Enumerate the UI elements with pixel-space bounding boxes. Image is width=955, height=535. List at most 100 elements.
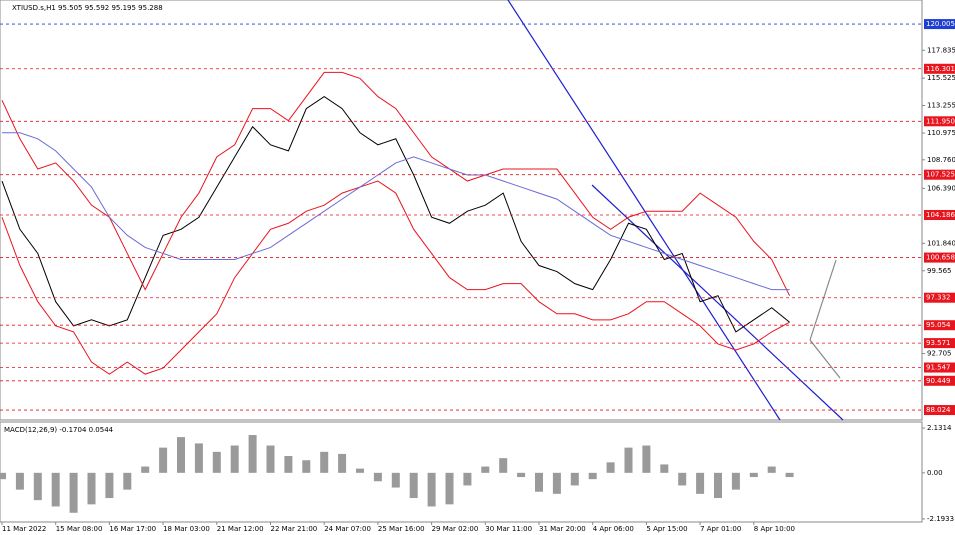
- level-box: [924, 209, 955, 220]
- level-box: [924, 252, 955, 263]
- level-label: 116.301: [926, 65, 955, 73]
- level-box: [924, 405, 955, 416]
- level-box: [924, 362, 955, 373]
- level-label: 120.005: [926, 20, 955, 28]
- macd-bar: [552, 472, 561, 494]
- y-tick-label: 113.255: [927, 102, 955, 110]
- macd-bar: [230, 445, 239, 473]
- channel-line: [591, 184, 844, 421]
- macd-bar: [212, 451, 221, 473]
- level-label: 88.024: [926, 406, 951, 414]
- level-label: 100.658: [926, 254, 955, 262]
- price-line: [1, 95, 790, 333]
- macd-bar: [714, 472, 722, 499]
- macd-frame: [0, 421, 923, 523]
- price-line: [1, 180, 790, 375]
- macd-bar: [696, 472, 705, 494]
- level-box: [924, 292, 955, 303]
- macd-bar: [302, 460, 311, 473]
- macd-bar: [445, 472, 454, 505]
- y-tick-label: 115.525: [927, 74, 955, 82]
- y-tick-label: 106.390: [927, 184, 955, 192]
- x-tick-label: 29 Mar 02:00: [432, 525, 479, 533]
- macd-bar: [15, 472, 24, 490]
- y-tick-label: 0.00: [927, 469, 943, 477]
- level-box: [924, 375, 955, 386]
- macd-bar: [481, 466, 490, 473]
- macd-bar: [87, 472, 96, 505]
- macd-bar: [69, 472, 78, 513]
- macd-bar: [588, 472, 597, 480]
- macd-bar: [499, 458, 508, 473]
- macd-bar: [51, 472, 60, 507]
- macd-bar: [463, 472, 472, 486]
- channel-line: [507, 0, 781, 421]
- level-box: [924, 63, 955, 74]
- macd-bar: [266, 445, 275, 473]
- x-tick-label: 25 Mar 16:00: [378, 525, 425, 533]
- macd-bar: [606, 462, 615, 473]
- macd-bar: [373, 472, 382, 482]
- level-label: 104.186: [926, 211, 955, 219]
- level-label: 91.547: [926, 364, 951, 372]
- level-label: 95.054: [926, 321, 951, 329]
- x-tick-label: 31 Mar 20:00: [539, 525, 586, 533]
- x-tick-label: 22 Mar 21:00: [271, 525, 318, 533]
- x-tick-label: 30 Mar 11:00: [485, 525, 532, 533]
- level-box: [924, 169, 955, 180]
- macd-bar: [427, 472, 436, 507]
- x-tick-label: 15 Mar 08:00: [56, 525, 103, 533]
- macd-bar: [284, 456, 293, 473]
- macd-bar: [177, 437, 185, 473]
- macd-bar: [731, 472, 740, 490]
- macd-bar: [338, 453, 347, 473]
- macd-bar: [248, 435, 257, 473]
- macd-bar: [785, 472, 794, 478]
- macd-bar: [141, 466, 150, 473]
- y-tick-label: 2.1314: [927, 424, 952, 432]
- x-tick-label: 11 Mar 2022: [2, 525, 46, 533]
- x-tick-label: 21 Mar 12:00: [217, 525, 264, 533]
- macd-bar: [105, 472, 114, 499]
- level-box: [924, 19, 955, 30]
- y-tick-label: 101.840: [927, 239, 955, 247]
- x-tick-label: 24 Mar 07:00: [324, 525, 371, 533]
- macd-bar: [320, 451, 329, 473]
- x-tick-label: 8 Apr 10:00: [754, 525, 795, 533]
- macd-bar: [624, 447, 633, 473]
- price-frame: [0, 0, 923, 421]
- macd-bar: [33, 472, 42, 501]
- x-tick-label: 7 Apr 01:00: [700, 525, 741, 533]
- level-box: [924, 116, 955, 127]
- y-tick-label: 108.760: [927, 156, 955, 164]
- x-tick-label: 4 Apr 06:00: [593, 525, 634, 533]
- x-tick-label: 16 Mar 17:00: [109, 525, 156, 533]
- macd-bar: [0, 472, 6, 480]
- level-label: 111.950: [926, 117, 955, 125]
- macd-bar: [767, 466, 776, 473]
- y-tick-label: 110.975: [927, 129, 955, 137]
- y-tick-label: 117.835: [927, 46, 955, 54]
- level-label: 107.525: [926, 171, 955, 179]
- macd-bar: [678, 472, 687, 486]
- chart-title: XTIUSD.s,H1 95.505 95.592 95.195 95.288: [12, 4, 163, 12]
- macd-bar: [660, 464, 669, 473]
- price-line: [1, 71, 791, 296]
- macd-bar: [517, 472, 526, 478]
- level-box: [924, 338, 955, 349]
- macd-bar: [391, 472, 400, 488]
- y-tick-label: 99.565: [927, 267, 952, 275]
- macd-bar: [409, 472, 418, 499]
- macd-bar: [535, 472, 543, 492]
- level-box: [924, 320, 955, 331]
- macd-bar: [123, 472, 132, 490]
- macd-title: MACD(12,26,9) -0.1704 0.0544: [4, 426, 114, 434]
- level-label: 93.571: [926, 339, 951, 347]
- x-tick-label: 5 Apr 15:00: [646, 525, 687, 533]
- macd-bar: [749, 472, 758, 478]
- macd-bar: [356, 468, 364, 473]
- forecast-arrow: [809, 259, 837, 341]
- x-tick-label: 18 Mar 03:00: [163, 525, 210, 533]
- forecast-arrow: [809, 339, 841, 379]
